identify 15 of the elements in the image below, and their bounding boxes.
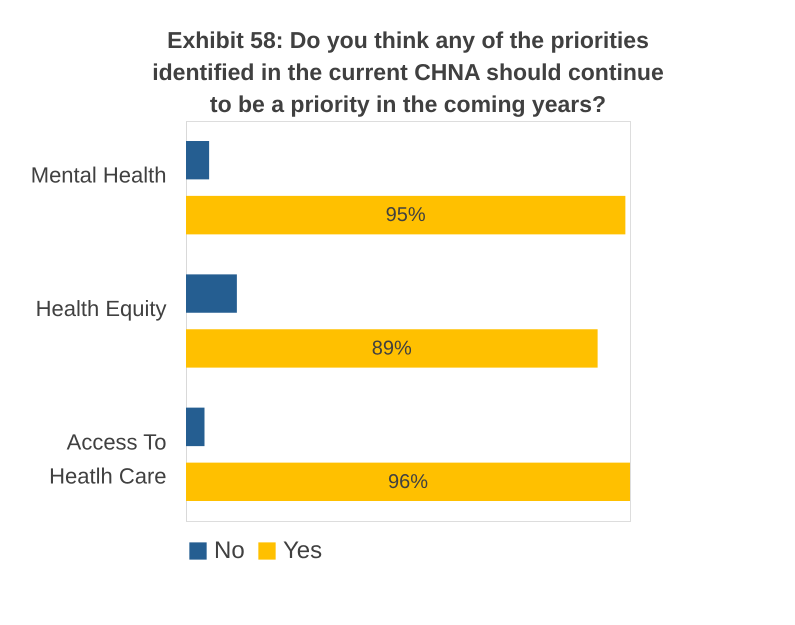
bar: [186, 408, 204, 446]
bar: [186, 462, 630, 501]
y-tick-label: Access To Heatlh Care: [49, 429, 166, 488]
bar: [186, 141, 210, 180]
y-tick-label: Health Equity: [36, 296, 166, 321]
data-label: 95%: [386, 204, 426, 226]
bar: [186, 329, 598, 368]
bar: [186, 196, 626, 234]
data-label: 89%: [372, 337, 412, 360]
bar: [186, 274, 237, 313]
y-tick-label: Mental Health: [30, 162, 166, 188]
chart-title: Exhibit 58: Do you think any of the priorities identified in the current CHNA should continue to be a priority in the coming years?: [152, 27, 664, 117]
data-label: 96%: [388, 470, 428, 493]
legend-label: Yes: [283, 537, 322, 564]
legend-label: No: [214, 537, 245, 564]
